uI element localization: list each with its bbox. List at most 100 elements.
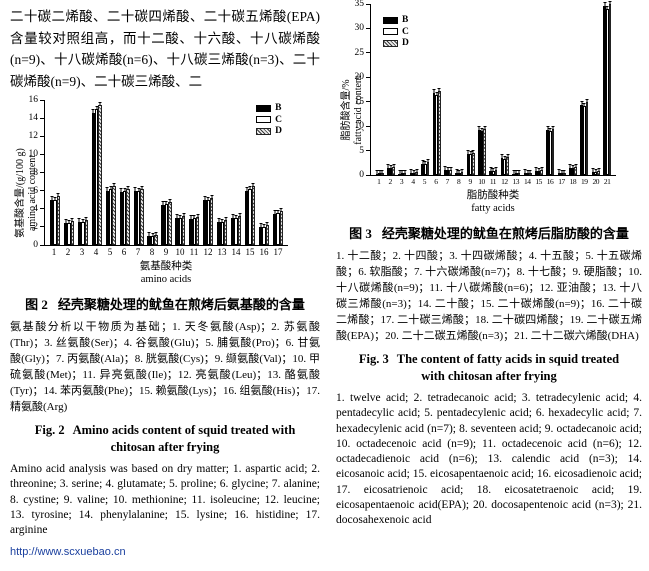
bar-group-6 bbox=[431, 4, 442, 175]
bar-group-1 bbox=[374, 4, 385, 175]
y-tick-label: 20 bbox=[354, 72, 365, 83]
x-tick-label: 3 bbox=[79, 247, 85, 257]
bar-series-D bbox=[403, 170, 407, 175]
bar-group-8 bbox=[146, 100, 160, 245]
y-tick-label: 5 bbox=[359, 145, 364, 156]
bar-series-C bbox=[378, 170, 382, 175]
error-bar bbox=[460, 169, 464, 174]
bar-series-B bbox=[49, 195, 54, 245]
legend-label: D bbox=[402, 38, 409, 48]
legend-row: D bbox=[256, 126, 282, 136]
error-bar bbox=[189, 214, 193, 219]
error-bar bbox=[196, 213, 200, 218]
figure2-caption-en-text: Amino acids content of squid treated wit… bbox=[72, 423, 296, 454]
bar-series-D bbox=[70, 217, 74, 245]
error-bar bbox=[154, 232, 158, 237]
error-bar bbox=[262, 223, 266, 228]
figure3-caption-en: Fig. 3 The content of fatty acids in squi… bbox=[350, 351, 628, 385]
x-tick-label: 18 bbox=[569, 177, 577, 186]
error-bar bbox=[446, 167, 450, 172]
error-bar bbox=[168, 199, 172, 204]
y-tick-label: 16 bbox=[28, 95, 39, 105]
x-tick-label: 1 bbox=[51, 247, 57, 257]
bar-series-D bbox=[237, 213, 242, 245]
error-bar bbox=[203, 195, 207, 200]
legend-label: D bbox=[275, 126, 282, 136]
error-bar bbox=[503, 155, 507, 160]
bar-series-D bbox=[449, 166, 453, 175]
error-bar bbox=[95, 106, 99, 111]
error-bar bbox=[489, 166, 493, 171]
bar-group-12 bbox=[201, 100, 215, 245]
y-tick-label: 12 bbox=[28, 131, 39, 142]
bar-series-B bbox=[231, 213, 235, 245]
y-tick-mark bbox=[366, 101, 371, 103]
error-bar bbox=[603, 2, 606, 7]
x-tick-label: 8 bbox=[149, 247, 155, 257]
figure2-caption-cn-label: 图 2 bbox=[25, 297, 48, 312]
y-tick-mark bbox=[366, 52, 371, 54]
x-tick-label: 8 bbox=[457, 177, 461, 186]
y-tick-mark bbox=[40, 135, 45, 137]
bar-series-D bbox=[380, 170, 384, 175]
y-tick-label: 0 bbox=[33, 240, 38, 250]
bar-series-B bbox=[546, 126, 550, 175]
bar-series-B bbox=[217, 218, 221, 245]
error-bar bbox=[546, 126, 550, 131]
error-bar bbox=[443, 166, 447, 171]
error-bar bbox=[421, 159, 424, 164]
error-bar bbox=[126, 185, 130, 190]
bar-series-D bbox=[209, 194, 214, 245]
bar-group-10 bbox=[476, 4, 487, 175]
y-tick-mark bbox=[40, 226, 45, 228]
legend-swatch-C bbox=[256, 116, 272, 123]
error-bar bbox=[140, 185, 144, 190]
error-bar bbox=[409, 168, 413, 173]
bar-series-C bbox=[122, 187, 127, 245]
bar-series-D bbox=[597, 168, 600, 175]
bar-series-B bbox=[398, 169, 402, 175]
error-bar bbox=[412, 169, 416, 174]
x-tick-label: 14 bbox=[523, 177, 531, 186]
x-tick-label: 20 bbox=[592, 177, 599, 186]
bar-series-C bbox=[262, 223, 266, 245]
bar-series-B bbox=[272, 210, 277, 245]
bar-group-11 bbox=[488, 4, 499, 175]
bar-series-D bbox=[585, 98, 589, 175]
legend-swatch-D bbox=[383, 39, 398, 47]
legend-swatch-B bbox=[383, 16, 398, 24]
error-bar bbox=[210, 194, 214, 199]
bar-series-C bbox=[136, 187, 141, 245]
bar-series-C bbox=[178, 214, 183, 245]
error-bar bbox=[53, 196, 57, 201]
bar-series-B bbox=[534, 166, 538, 175]
bar-group-2 bbox=[385, 4, 396, 175]
error-bar bbox=[491, 167, 495, 172]
footer-url[interactable]: http://www.scxuebao.cn bbox=[10, 546, 126, 559]
figure3-caption-en-label: Fig. 3 bbox=[358, 352, 389, 366]
error-bar bbox=[477, 126, 481, 131]
error-bar bbox=[109, 185, 113, 190]
bar-group-11 bbox=[187, 100, 201, 245]
bar-series-B bbox=[500, 154, 504, 175]
bar-series-D bbox=[392, 164, 396, 175]
bar-series-D bbox=[460, 169, 464, 175]
bar-series-D bbox=[415, 169, 418, 175]
bar-series-B bbox=[591, 167, 595, 175]
bar-group-16 bbox=[257, 100, 271, 245]
error-bar bbox=[526, 170, 530, 174]
error-bar bbox=[517, 170, 521, 174]
left-column: 二十碳二烯酸、二十碳四烯酸、二十碳五烯酸(EPA)含量较对照组高，而十二酸、十六… bbox=[10, 6, 320, 560]
bar-series-B bbox=[443, 166, 447, 175]
bar-group-15 bbox=[533, 4, 544, 175]
bar-series-C bbox=[192, 214, 197, 245]
bar-series-B bbox=[477, 126, 481, 175]
error-bar bbox=[112, 183, 116, 188]
bar-series-C bbox=[164, 201, 169, 245]
y-tick-mark bbox=[366, 174, 371, 176]
figure3-chart: 脂肪酸含量/% fatty acid content 0 5 10 15 20 25 30 3… bbox=[336, 0, 642, 215]
error-bar bbox=[81, 219, 85, 224]
error-bar bbox=[137, 187, 141, 192]
bar-group-17 bbox=[271, 100, 285, 245]
x-tick-label: 9 bbox=[163, 247, 169, 257]
